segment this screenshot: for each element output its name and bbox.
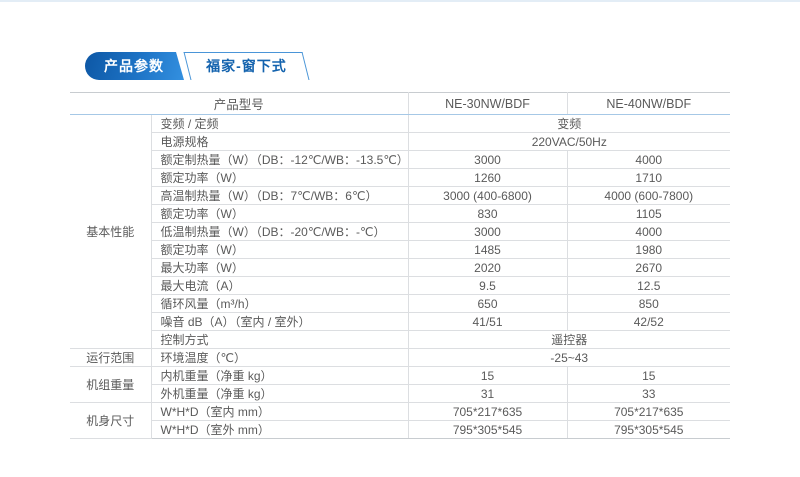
value-cell-model2: 2670 [566, 258, 731, 277]
table-row: 外机重量（净重 kg） 31 33 [70, 384, 731, 403]
parameter-cell: W*H*D（室外 mm） [151, 420, 409, 439]
value-cell-span: 变频 [407, 114, 731, 133]
table-row: 额定制热量（W）（DB：-12℃/WB：-13.5℃） 3000 4000 [70, 150, 731, 169]
parameter-cell: 额定制热量（W）（DB：-12℃/WB：-13.5℃） [151, 150, 409, 169]
parameter-cell: 最大电流（A） [151, 276, 409, 295]
table-row: 最大电流（A） 9.5 12.5 [70, 276, 731, 295]
value-cell-model2: 1710 [566, 168, 731, 187]
value-cell-model2: 850 [566, 294, 731, 313]
value-cell-model1: 15 [407, 366, 568, 385]
tab-product-parameters[interactable]: 产品参数 [85, 52, 184, 80]
value-cell-model2: 705*217*635 [566, 402, 731, 421]
parameter-cell: 变频 / 定频 [150, 114, 409, 133]
value-cell-model2: 4000 [566, 222, 731, 241]
table-row: 机组重量 内机重量（净重 kg） 15 15 [70, 366, 731, 403]
value-cell-model1: 3000 [407, 150, 568, 169]
table-row: 额定功率（W） 1260 1710 [70, 168, 731, 187]
parameter-cell: 最大功率（W） [151, 258, 409, 277]
table-row: 基本性能 变频 / 定频 变频 [70, 114, 731, 349]
value-cell-model1: 705*217*635 [407, 402, 568, 421]
value-cell-span: 220VAC/50Hz [407, 132, 731, 151]
value-cell-span: 遥控器 [407, 330, 731, 349]
spec-table: 产品型号 NE-30NW/BDF NE-40NW/BDF 基本性能 变频 / 定频… [70, 92, 731, 439]
model-name-2: NE-40NW/BDF [566, 92, 731, 115]
value-cell-model1: 3000 (400-6800) [407, 186, 568, 205]
value-cell-span: -25~43 [407, 348, 731, 367]
table-row: 低温制热量（W）（DB：-20℃/WB：-℃） 3000 4000 [70, 222, 731, 241]
parameter-cell: 高温制热量（W）（DB：7℃/WB：6℃） [151, 186, 409, 205]
value-cell-model1: 1260 [407, 168, 568, 187]
table-row: 电源规格 220VAC/50Hz [70, 132, 731, 151]
header-row: 产品型号 NE-30NW/BDF NE-40NW/BDF [70, 92, 731, 115]
tab-product-parameters-label: 产品参数 [104, 58, 164, 74]
table-row: 循环风量（m³/h） 650 850 [70, 294, 731, 313]
value-cell-model1: 31 [407, 384, 568, 403]
value-cell-model1: 41/51 [407, 312, 568, 331]
value-cell-model1: 795*305*545 [407, 420, 568, 439]
value-cell-model2: 33 [566, 384, 731, 403]
value-cell-model1: 1485 [407, 240, 568, 259]
value-cell-model2: 4000 (600-7800) [566, 186, 731, 205]
value-cell-model1: 9.5 [407, 276, 568, 295]
table-row: 最大功率（W） 2020 2670 [70, 258, 731, 277]
value-cell-model1: 2020 [407, 258, 568, 277]
parameter-cell: 额定功率（W） [151, 240, 409, 259]
table-row: 运行范围 环境温度（℃） -25~43 [70, 348, 731, 367]
table-row: 高温制热量（W）（DB：7℃/WB：6℃） 3000 (400-6800) 4000… [70, 186, 731, 205]
spec-table-header: 产品型号 NE-30NW/BDF NE-40NW/BDF [70, 92, 731, 115]
parameter-cell: 噪音 dB（A）（室内 / 室外） [151, 312, 409, 331]
spec-table-body: 基本性能 变频 / 定频 变频 电源规格 220VAC/50Hz 额定制热量（W）（DB：… [70, 114, 731, 439]
parameter-cell: 内机重量（净重 kg） [150, 366, 409, 385]
category-cell: 机组重量 [70, 366, 152, 403]
table-row: 机身尺寸 W*H*D（室内 mm） 705*217*635 705*217*635 [70, 402, 731, 439]
value-cell-model1: 3000 [407, 222, 568, 241]
parameter-cell: 环境温度（℃） [150, 348, 409, 367]
table-row: 控制方式 遥控器 [70, 330, 731, 349]
top-accent-line [0, 0, 800, 2]
value-cell-model2: 795*305*545 [566, 420, 731, 439]
category-cell: 机身尺寸 [70, 402, 152, 439]
value-cell-model2: 4000 [566, 150, 731, 169]
parameter-cell: 外机重量（净重 kg） [151, 384, 409, 403]
parameter-cell: 额定功率（W） [151, 204, 409, 223]
value-cell-model2: 42/52 [566, 312, 731, 331]
product-tabs: 产品参数 福家-窗下式 [85, 52, 310, 80]
category-cell: 运行范围 [70, 348, 152, 367]
tab-series-fujia-window-label: 福家-窗下式 [206, 58, 287, 74]
table-row: 额定功率（W） 1485 1980 [70, 240, 731, 259]
parameter-cell: 控制方式 [151, 330, 409, 349]
parameter-cell: 低温制热量（W）（DB：-20℃/WB：-℃） [151, 222, 409, 241]
parameter-cell: W*H*D（室内 mm） [150, 402, 409, 421]
model-name-1: NE-30NW/BDF [407, 92, 568, 115]
parameter-cell: 电源规格 [151, 132, 409, 151]
value-cell-model1: 650 [407, 294, 568, 313]
table-row: 额定功率（W） 830 1105 [70, 204, 731, 223]
table-row: 噪音 dB（A）（室内 / 室外） 41/51 42/52 [70, 312, 731, 331]
tab-series-fujia-window[interactable]: 福家-窗下式 [183, 52, 310, 80]
category-cell: 基本性能 [70, 114, 152, 349]
model-column-header: 产品型号 [70, 92, 409, 115]
value-cell-model2: 1105 [566, 204, 731, 223]
value-cell-model2: 1980 [566, 240, 731, 259]
parameter-cell: 额定功率（W） [151, 168, 409, 187]
value-cell-model2: 12.5 [566, 276, 731, 295]
parameter-cell: 循环风量（m³/h） [151, 294, 409, 313]
value-cell-model1: 830 [407, 204, 568, 223]
value-cell-model2: 15 [566, 366, 731, 385]
table-row: W*H*D（室外 mm） 795*305*545 795*305*545 [70, 420, 731, 439]
